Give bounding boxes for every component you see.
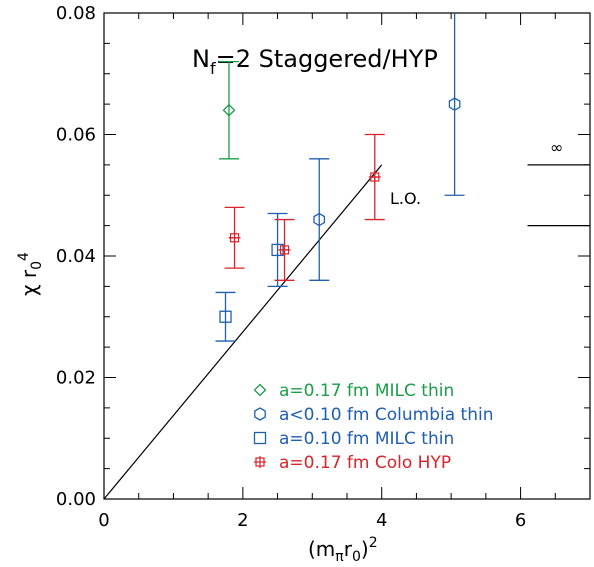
title-rest: =2 Staggered/HYP [216, 45, 438, 73]
y-tick-label: 0.04 [56, 246, 96, 267]
data-point [364, 133, 385, 221]
title-main: N [192, 45, 210, 73]
infinity-label: ∞ [550, 138, 563, 157]
point-marker [313, 212, 326, 227]
legend-label-milc-010: a=0.10 fm MILC thin [279, 429, 454, 449]
point-marker [222, 103, 236, 117]
legend-marker [253, 383, 267, 397]
legend-label-columbia: a<0.10 fm Columbia thin [279, 405, 493, 425]
data-point [224, 206, 245, 269]
legend-label-colo-hyp: a=0.17 fm Colo HYP [279, 453, 451, 473]
y-tick-label: 0.08 [56, 3, 96, 24]
y-tick-label: 0.00 [56, 489, 96, 510]
x-tick-label: 4 [376, 510, 387, 531]
data-point [309, 158, 330, 281]
legend-marker-group [253, 383, 267, 468]
x-axis-label: (mπr0)2 [308, 535, 378, 565]
lo-fit-line [103, 164, 383, 500]
lo-label: L.O. [390, 189, 421, 208]
point-marker [219, 310, 232, 323]
x-tick-label: 0 [98, 510, 109, 531]
x-tick-label: 6 [515, 510, 526, 531]
tick-label-group: 0 2 4 6 0.00 0.02 0.04 0.06 0.08 [56, 3, 526, 531]
data-point [274, 218, 295, 281]
data-point [218, 60, 239, 160]
tick-group [103, 12, 591, 500]
title-subscript: f [210, 59, 216, 78]
data-point [444, 13, 465, 196]
data-point-group [215, 13, 465, 342]
point-marker [448, 97, 461, 111]
chart-title: Nf=2 Staggered/HYP [192, 45, 438, 78]
y-axis-label: χ r04 [16, 252, 45, 296]
y-tick-label: 0.06 [56, 125, 96, 146]
legend-marker [254, 407, 266, 421]
legend-label-milc-017: a=0.17 fm MILC thin [279, 381, 454, 401]
y-tick-label: 0.02 [56, 368, 96, 389]
legend-marker [253, 431, 267, 445]
legend: a=0.17 fm MILC thin a<0.10 fm Columbia t… [253, 381, 493, 473]
plot-frame [103, 12, 591, 500]
x-tick-label: 2 [237, 510, 248, 531]
data-point [215, 291, 236, 342]
